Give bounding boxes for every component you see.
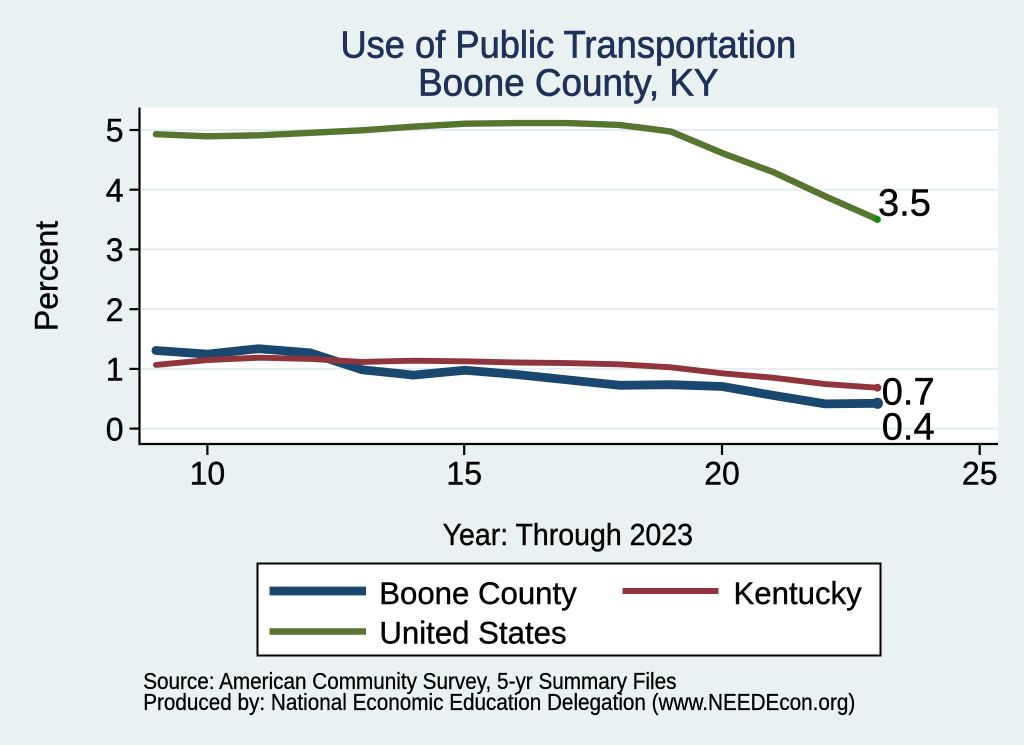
svg-text:25: 25 bbox=[962, 456, 998, 492]
svg-text:5: 5 bbox=[106, 113, 124, 149]
svg-text:0.4: 0.4 bbox=[882, 407, 935, 449]
svg-text:Year: Through 2023: Year: Through 2023 bbox=[443, 518, 693, 552]
svg-text:Source: American Community Sur: Source: American Community Survey, 5-yr … bbox=[143, 668, 676, 694]
svg-text:Boone County, KY: Boone County, KY bbox=[418, 61, 718, 104]
svg-text:10: 10 bbox=[190, 456, 226, 492]
svg-text:0.7: 0.7 bbox=[882, 372, 935, 414]
svg-text:Produced by: National Economic: Produced by: National Economic Education… bbox=[143, 689, 855, 715]
svg-text:1: 1 bbox=[106, 352, 124, 388]
svg-text:4: 4 bbox=[106, 172, 124, 208]
svg-text:Use of Public Transportation: Use of Public Transportation bbox=[340, 23, 796, 66]
svg-text:0: 0 bbox=[106, 411, 124, 447]
svg-text:3.5: 3.5 bbox=[878, 183, 931, 225]
svg-text:2: 2 bbox=[106, 292, 124, 328]
svg-text:Percent: Percent bbox=[28, 221, 64, 331]
svg-text:United States: United States bbox=[379, 615, 566, 650]
svg-text:Kentucky: Kentucky bbox=[734, 576, 863, 611]
svg-text:Boone County: Boone County bbox=[379, 576, 577, 611]
svg-text:20: 20 bbox=[704, 456, 740, 492]
svg-text:15: 15 bbox=[446, 456, 482, 492]
svg-text:3: 3 bbox=[106, 232, 124, 268]
